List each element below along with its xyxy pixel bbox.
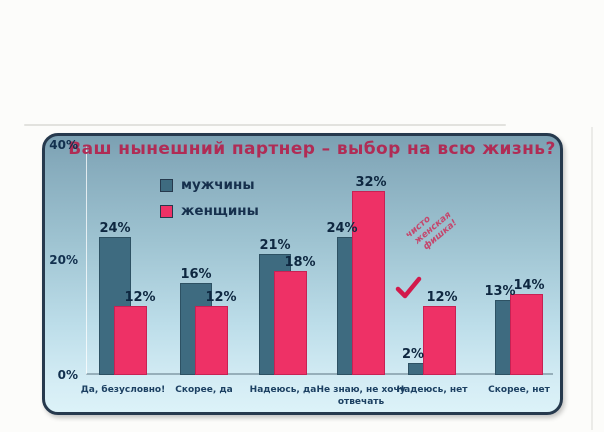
- value-label-women-5: 14%: [513, 278, 545, 293]
- bar-women-4: [423, 306, 456, 375]
- category-label-5: Скорее, нет: [488, 385, 550, 395]
- y-axis-label-40%: 40%: [49, 138, 78, 152]
- category-label-0: Да, безусловно!: [80, 385, 166, 395]
- y-axis-label-0%: 0%: [57, 368, 78, 382]
- legend-item-men: мужчины: [160, 177, 259, 193]
- legend-item-women: женщины: [160, 203, 259, 219]
- category-label-1: Скорее, да: [175, 385, 233, 395]
- value-label-men-3: 24%: [326, 221, 358, 236]
- plot-area: [86, 145, 553, 375]
- bar-women-0: [114, 306, 147, 375]
- category-label-2: Надеюсь, да: [249, 385, 317, 395]
- checkmark-icon: [395, 276, 422, 299]
- bar-women-1: [195, 306, 228, 375]
- page-edge-line: [591, 127, 593, 430]
- value-label-women-1: 12%: [205, 290, 237, 305]
- value-label-women-0: 12%: [124, 290, 156, 305]
- bar-women-5: [510, 294, 543, 375]
- chart-title: Ваш нынешний партнер – выбор на всю жизн…: [68, 139, 556, 159]
- legend-label-women: женщины: [181, 203, 259, 219]
- value-label-men-5: 13%: [484, 284, 516, 299]
- category-label-3: Не знаю, не хочу отвечать: [316, 385, 406, 407]
- value-label-men-0: 24%: [99, 221, 131, 236]
- legend-label-men: мужчины: [181, 177, 255, 193]
- category-label-4: Надеюсь, нет: [396, 385, 468, 395]
- value-label-men-4: 2%: [401, 347, 425, 362]
- legend-swatch-women: [160, 204, 173, 218]
- bar-women-2: [274, 271, 307, 375]
- handwritten-annotation: чисто женская фишка!: [404, 202, 460, 256]
- legend-swatch-men: [160, 178, 173, 192]
- value-label-women-3: 32%: [355, 175, 387, 190]
- bar-women-3: [352, 191, 385, 375]
- page-separator-line: [24, 124, 506, 126]
- value-label-men-1: 16%: [180, 267, 212, 282]
- value-label-women-4: 12%: [426, 290, 458, 305]
- legend: мужчины женщины: [160, 177, 259, 229]
- value-label-men-2: 21%: [259, 238, 291, 253]
- y-axis-label-20%: 20%: [49, 253, 78, 267]
- value-label-women-2: 18%: [284, 255, 316, 270]
